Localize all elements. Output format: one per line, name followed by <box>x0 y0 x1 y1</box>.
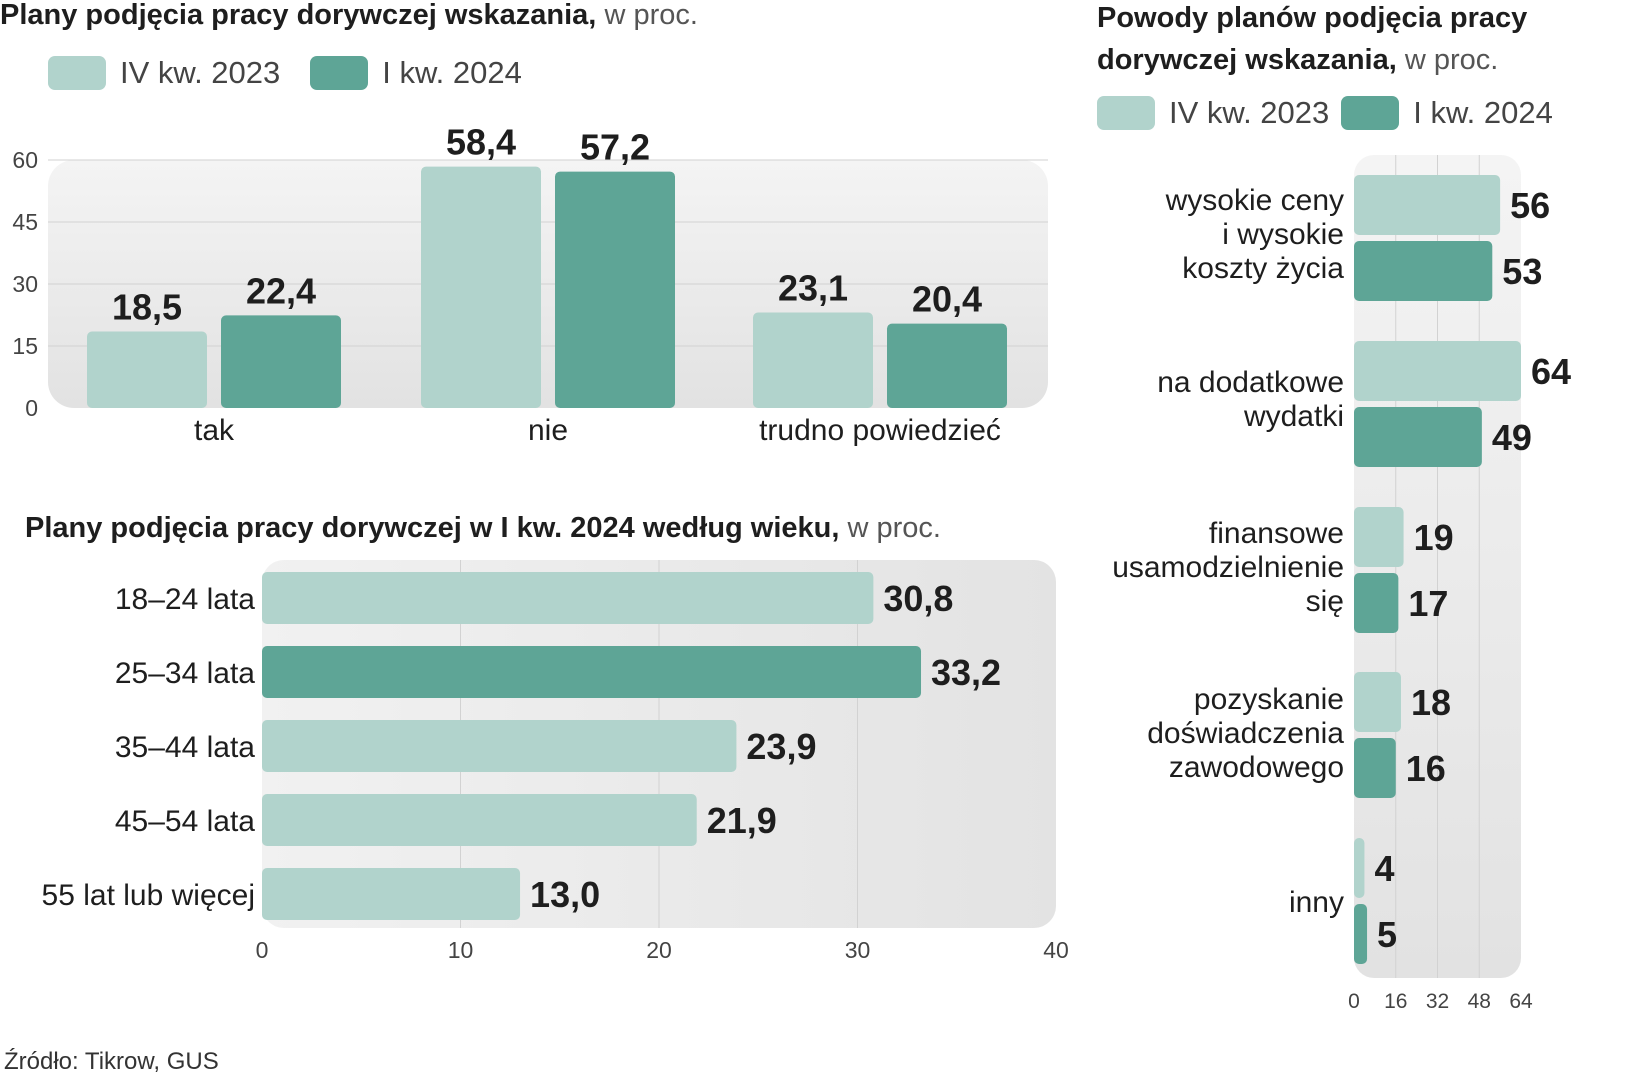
chart3-title: Powody planów podjęcia pracy dorywczej w… <box>1097 2 1528 76</box>
chart3-data-label: 19 <box>1414 517 1454 558</box>
legend-label-series1: IV kw. 2023 <box>120 55 281 90</box>
source-note: Źródło: Tikrow, GUS <box>4 1048 219 1075</box>
legend-swatch-series1 <box>1097 96 1155 130</box>
chart1-bar <box>87 331 207 408</box>
chart1-bar <box>421 166 541 408</box>
chart2-data-label: 13,0 <box>530 874 600 915</box>
legend-label-series2: I kw. 2024 <box>1413 95 1553 130</box>
chart1-category-label: nie <box>528 414 568 447</box>
chart3-xtick-label: 16 <box>1384 990 1407 1013</box>
chart3-category-label: wysokie ceny <box>1165 184 1344 217</box>
chart3-bar <box>1354 507 1404 567</box>
chart1-legend: IV kw. 2023 I kw. 2024 <box>48 55 552 91</box>
chart2-xtick-label: 30 <box>845 937 871 963</box>
chart3-bar <box>1354 738 1396 798</box>
chart3-xtick-label: 32 <box>1426 990 1449 1013</box>
chart2-title: Plany podjęcia pracy dorywczej w I kw. 2… <box>25 512 941 544</box>
chart1-data-label: 20,4 <box>912 279 982 320</box>
legend-swatch-series2 <box>310 56 369 90</box>
chart3-data-label: 18 <box>1411 682 1451 723</box>
chart3-bar <box>1354 672 1401 732</box>
chart3-data-label: 17 <box>1408 583 1448 624</box>
chart2-xtick-label: 40 <box>1043 937 1069 963</box>
chart2-data-label: 21,9 <box>707 800 777 841</box>
chart3-category-label: inny <box>1289 886 1344 919</box>
chart3-data-label: 49 <box>1492 417 1532 458</box>
chart3-legend: IV kw. 2023 I kw. 2024 <box>1097 95 1583 131</box>
chart3-xtick-label: 0 <box>1348 990 1360 1013</box>
chart2-plot: 0 10 20 30 40 30,8 18–24 lata 33,2 25–34 lata 23,… <box>42 560 1069 963</box>
chart2-category-label: 18–24 lata <box>115 583 255 616</box>
chart3-bar <box>1354 241 1493 301</box>
chart3-category-label: i wysokie <box>1222 218 1344 251</box>
chart2-data-label: 30,8 <box>883 578 953 619</box>
chart2-bar <box>262 794 697 846</box>
chart2-category-label: 45–54 lata <box>115 805 255 838</box>
chart3-category-label: się <box>1306 585 1344 618</box>
chart2-xtick-label: 0 <box>256 937 269 963</box>
chart2-category-label: 55 lat lub więcej <box>42 879 255 912</box>
chart3-category-label: finansowe <box>1209 517 1344 550</box>
legend-swatch-series1 <box>48 56 106 90</box>
chart2-xtick-label: 20 <box>646 937 672 963</box>
chart1-ytick-label: 0 <box>25 395 38 421</box>
chart3-xtick-label: 64 <box>1509 990 1533 1013</box>
chart1-bar <box>555 171 675 408</box>
legend-label-series2: I kw. 2024 <box>382 55 522 90</box>
chart3-data-label: 53 <box>1502 251 1542 292</box>
chart2-bar <box>262 572 874 624</box>
chart1-data-label: 57,2 <box>580 127 650 168</box>
chart3-data-label: 4 <box>1374 848 1394 889</box>
chart3-data-label: 64 <box>1531 351 1571 392</box>
chart1-data-label: 22,4 <box>246 270 316 311</box>
chart2-category-label: 25–34 lata <box>115 657 255 690</box>
chart2-data-label: 23,9 <box>746 726 816 767</box>
legend-label-series1: IV kw. 2023 <box>1169 95 1330 130</box>
chart1-ytick-label: 60 <box>12 147 38 173</box>
chart3-data-label: 56 <box>1510 185 1550 226</box>
chart1-ytick-label: 30 <box>12 271 38 297</box>
chart3-bar <box>1354 573 1399 633</box>
chart3-data-label: 16 <box>1406 748 1446 789</box>
chart3-category-label: koszty życia <box>1182 252 1344 285</box>
chart3-category-label: pozyskanie <box>1194 683 1344 716</box>
chart1-plot: 0 15 30 45 60 18,5 22,4 tak 58,4 57,2 nie 23,1 20,4 t… <box>12 122 1048 447</box>
chart3-category-label: usamodzielnienie <box>1112 551 1344 584</box>
chart3-bar <box>1354 904 1368 964</box>
chart1-bar <box>221 315 341 408</box>
chart3-category-label: wydatki <box>1243 400 1344 433</box>
chart3-bar <box>1354 175 1501 235</box>
chart3-category-label: doświadczenia <box>1147 717 1344 750</box>
chart1-category-label: tak <box>194 414 235 447</box>
chart1-ytick-label: 15 <box>12 333 38 359</box>
chart3-category-label: zawodowego <box>1169 751 1344 784</box>
chart3-bar <box>1354 407 1482 467</box>
chart2-bar <box>262 646 922 698</box>
chart1-data-label: 58,4 <box>446 122 516 163</box>
chart3-xtick-label: 48 <box>1468 990 1491 1013</box>
chart2-xtick-label: 10 <box>448 937 474 963</box>
chart3-category-label: na dodatkowe <box>1157 366 1344 399</box>
chart3-bar <box>1354 341 1521 401</box>
chart1-category-label: trudno powiedzieć <box>759 414 1001 447</box>
chart2-bar <box>262 868 521 920</box>
chart1-bar <box>887 323 1007 408</box>
legend-swatch-series2 <box>1341 96 1400 130</box>
chart1-bar <box>753 312 873 408</box>
chart2-category-label: 35–44 lata <box>115 731 255 764</box>
chart3-bar <box>1354 838 1365 898</box>
chart2-data-label: 33,2 <box>931 652 1001 693</box>
chart1-data-label: 23,1 <box>778 268 848 309</box>
chart1-ytick-label: 45 <box>12 209 38 235</box>
chart3-data-label: 5 <box>1377 914 1397 955</box>
chart1-title: Plany podjęcia pracy dorywczej wskazania… <box>0 0 698 31</box>
chart2-bar <box>262 720 737 772</box>
chart1-data-label: 18,5 <box>112 287 182 328</box>
